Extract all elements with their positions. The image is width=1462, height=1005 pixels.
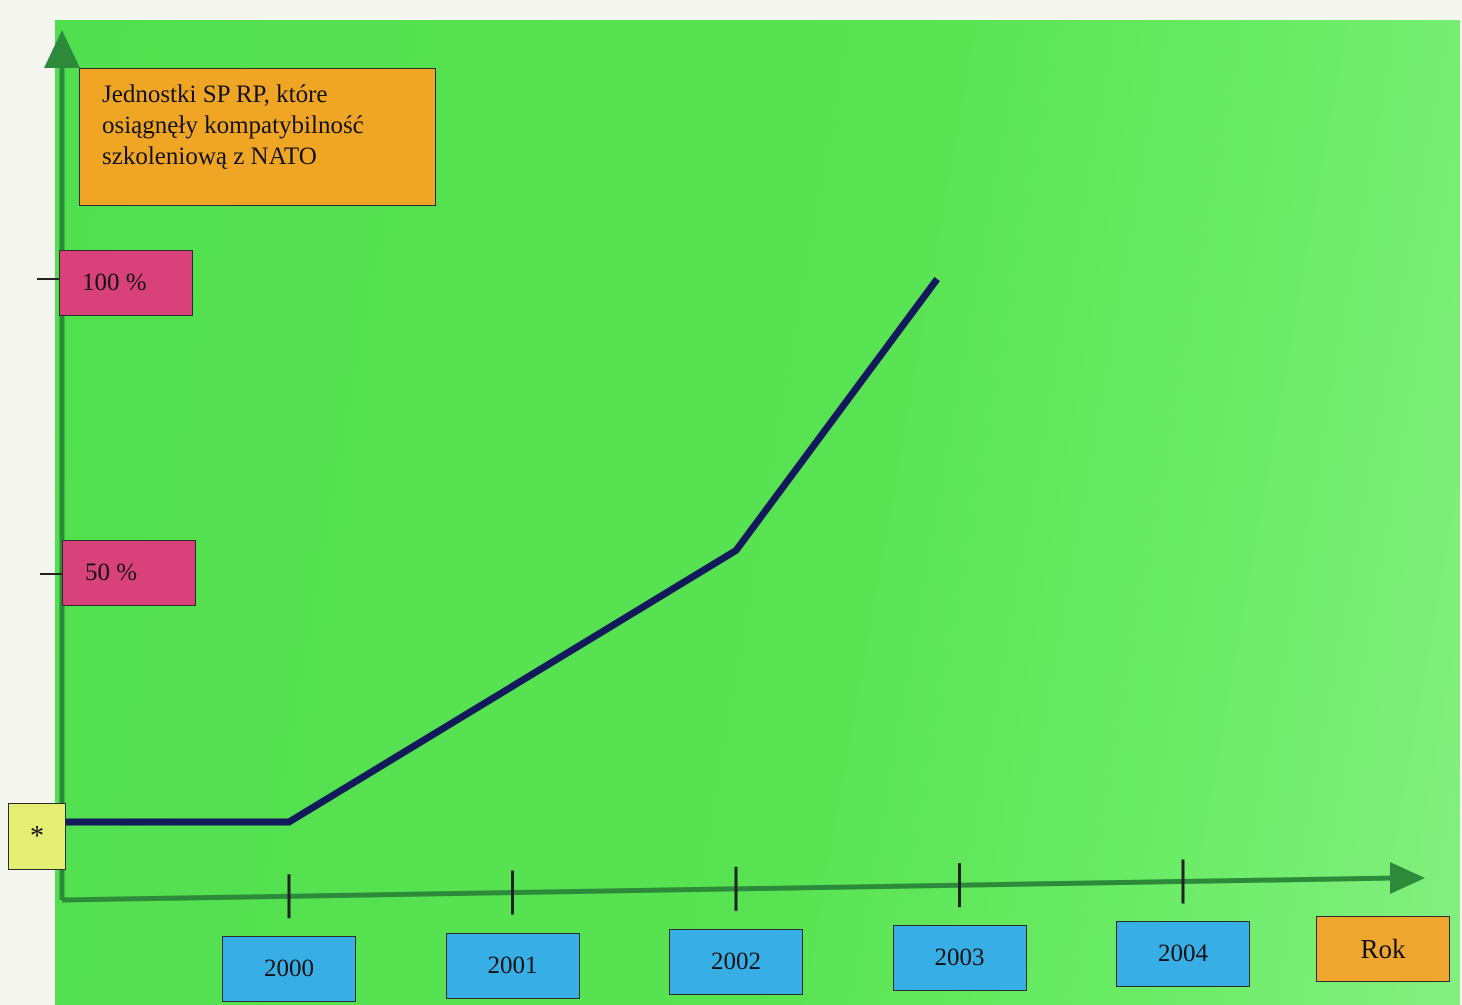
y-tick-label-100: 100 % <box>59 250 193 316</box>
x-tick-label-2003: 2003 <box>892 925 1027 992</box>
x-tick-label-2002: 2002 <box>669 928 803 995</box>
x-tick-label-2004: 2004 <box>1116 921 1250 988</box>
chart-title: Jednostki SP RP, które osiągnęły kompaty… <box>102 81 364 170</box>
x-tick-label-2000: 2000 <box>222 936 356 1003</box>
series-line <box>66 276 941 826</box>
x-tick-label-2001: 2001 <box>445 932 580 999</box>
y-tick-label-star: * <box>8 803 66 870</box>
y-axis-arrow <box>44 30 80 68</box>
x-axis-line <box>61 875 1396 903</box>
chart-title-box: Jednostki SP RP, które osiągnęły kompaty… <box>79 68 436 206</box>
y-tick-label-50: 50 % <box>62 540 196 606</box>
x-axis-title: Rok <box>1316 916 1450 982</box>
x-axis-arrow <box>1390 862 1425 894</box>
